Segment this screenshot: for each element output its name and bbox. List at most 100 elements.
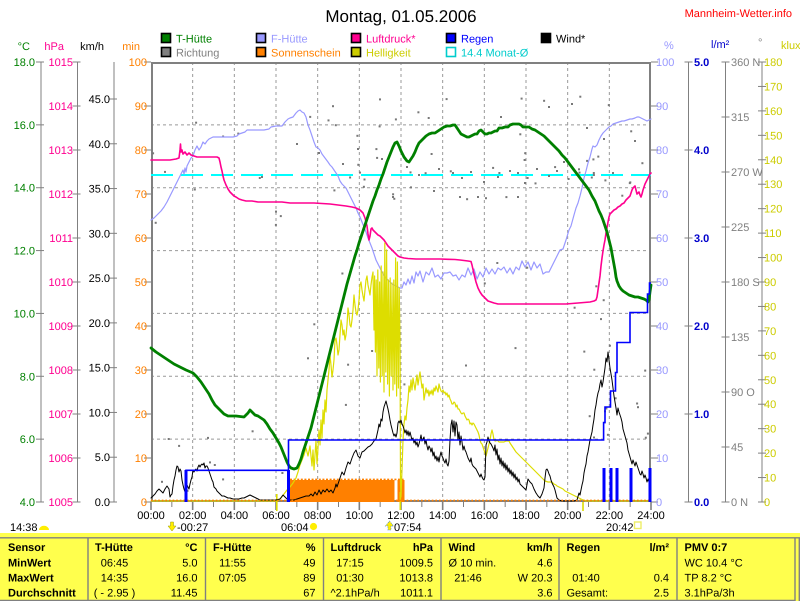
svg-text:W 20.3: W 20.3 <box>518 573 553 585</box>
svg-text:14:38: 14:38 <box>10 522 38 534</box>
svg-text:1011.1: 1011.1 <box>400 588 433 600</box>
svg-text:T-Hütte: T-Hütte <box>95 542 133 554</box>
svg-text:0: 0 <box>656 497 662 509</box>
svg-text:10: 10 <box>764 473 776 485</box>
svg-text:1013: 1013 <box>49 145 73 157</box>
svg-text:06:45: 06:45 <box>101 558 129 570</box>
svg-text:Gesamt:: Gesamt: <box>567 588 609 600</box>
svg-text:%: % <box>664 40 674 52</box>
svg-text:16.0: 16.0 <box>176 573 197 585</box>
svg-text:1005: 1005 <box>49 497 73 509</box>
svg-text:89: 89 <box>303 573 315 585</box>
svg-text:21:46: 21:46 <box>454 573 482 585</box>
svg-text:06:00: 06:00 <box>262 510 290 522</box>
svg-text:11.45: 11.45 <box>171 588 198 600</box>
svg-text:20: 20 <box>764 448 776 460</box>
svg-text:Mannheim-Wetter.info: Mannheim-Wetter.info <box>685 8 792 20</box>
svg-text:30: 30 <box>764 424 776 436</box>
svg-text:90: 90 <box>135 101 147 113</box>
svg-text:10:00: 10:00 <box>346 510 374 522</box>
svg-text:%: % <box>306 542 316 554</box>
svg-text:Durchschnitt: Durchschnitt <box>8 588 76 600</box>
svg-text:01:40: 01:40 <box>572 573 600 585</box>
svg-text:T-Hütte: T-Hütte <box>176 34 212 46</box>
svg-text:F-Hütte: F-Hütte <box>271 34 308 46</box>
svg-text:160: 160 <box>764 106 782 118</box>
svg-text:4.0: 4.0 <box>694 145 709 157</box>
svg-text:120: 120 <box>764 204 782 216</box>
svg-text:TP 8.2 °C: TP 8.2 °C <box>685 573 733 585</box>
svg-text:100: 100 <box>129 57 147 69</box>
svg-text:Regen: Regen <box>461 34 493 46</box>
svg-text:70: 70 <box>656 189 668 201</box>
svg-text:100: 100 <box>764 253 782 265</box>
svg-text:F-Hütte: F-Hütte <box>213 542 252 554</box>
svg-text:Ø 10 min.: Ø 10 min. <box>449 558 497 570</box>
svg-text:50: 50 <box>656 277 668 289</box>
svg-text:45: 45 <box>731 442 743 454</box>
svg-text:1006: 1006 <box>49 453 73 465</box>
svg-text:90: 90 <box>656 101 668 113</box>
svg-text:hPa: hPa <box>44 41 64 53</box>
svg-text:40.0: 40.0 <box>89 139 110 151</box>
svg-text:16.0: 16.0 <box>14 120 35 132</box>
svg-text:07:54: 07:54 <box>394 522 422 534</box>
svg-text:24:00: 24:00 <box>637 510 665 522</box>
svg-text:2.5: 2.5 <box>654 588 669 600</box>
svg-text:11:55: 11:55 <box>219 558 246 570</box>
svg-text:10: 10 <box>656 453 668 465</box>
svg-text:60: 60 <box>764 350 776 362</box>
svg-text:^2.1hPa/h: ^2.1hPa/h <box>331 588 380 600</box>
svg-text:3.0: 3.0 <box>694 233 709 245</box>
svg-text:90: 90 <box>764 277 776 289</box>
svg-text:6.0: 6.0 <box>20 434 35 446</box>
svg-text:30: 30 <box>135 365 147 377</box>
svg-text:00:00: 00:00 <box>137 510 165 522</box>
svg-text:60: 60 <box>135 233 147 245</box>
svg-text:°C: °C <box>185 542 197 554</box>
svg-text:315: 315 <box>731 112 749 124</box>
svg-text:1009: 1009 <box>49 321 73 333</box>
svg-text:5.0: 5.0 <box>95 452 110 464</box>
svg-text:°C: °C <box>18 41 30 53</box>
svg-text:02:00: 02:00 <box>179 510 207 522</box>
svg-text:14.4 Monat-Ø: 14.4 Monat-Ø <box>461 48 529 60</box>
svg-text:km/h: km/h <box>80 41 104 53</box>
svg-text:60: 60 <box>656 233 668 245</box>
svg-text:WC 10.4 °C: WC 10.4 °C <box>685 558 743 570</box>
svg-text:10.0: 10.0 <box>89 407 110 419</box>
svg-text:3.6: 3.6 <box>537 588 552 600</box>
svg-text:100: 100 <box>656 57 674 69</box>
svg-text:1007: 1007 <box>49 409 73 421</box>
svg-text:90 O: 90 O <box>731 387 755 399</box>
svg-text:5.0: 5.0 <box>182 558 197 570</box>
svg-text:0.4: 0.4 <box>654 573 669 585</box>
svg-text:20:00: 20:00 <box>554 510 582 522</box>
svg-text:PMV 0:7: PMV 0:7 <box>685 542 728 554</box>
svg-text:17:15: 17:15 <box>336 558 364 570</box>
svg-text:0.0: 0.0 <box>694 497 709 509</box>
svg-text:140: 140 <box>764 155 782 167</box>
svg-text:1009.5: 1009.5 <box>399 558 433 570</box>
svg-text:35.0: 35.0 <box>89 184 110 196</box>
svg-text:08:00: 08:00 <box>304 510 332 522</box>
svg-text:Luftdruck*: Luftdruck* <box>366 34 416 46</box>
svg-text:Sensor: Sensor <box>8 542 46 554</box>
svg-text:16:00: 16:00 <box>471 510 499 522</box>
svg-text:40: 40 <box>135 321 147 333</box>
svg-text:1014: 1014 <box>49 101 73 113</box>
svg-text:14.0: 14.0 <box>14 183 35 195</box>
svg-text:170: 170 <box>764 81 782 93</box>
svg-text:MinWert: MinWert <box>8 558 52 570</box>
svg-text:70: 70 <box>135 189 147 201</box>
svg-text:1012: 1012 <box>49 189 73 201</box>
svg-text:07:05: 07:05 <box>219 573 247 585</box>
svg-text:20: 20 <box>656 409 668 421</box>
svg-text:12.0: 12.0 <box>14 246 35 258</box>
svg-text:10.0: 10.0 <box>14 308 35 320</box>
svg-text:20:42: 20:42 <box>606 522 634 534</box>
svg-text:Helligkeit: Helligkeit <box>366 48 411 60</box>
svg-text:°: ° <box>758 37 762 49</box>
svg-text:80: 80 <box>764 301 776 313</box>
svg-text:Regen: Regen <box>567 542 601 554</box>
